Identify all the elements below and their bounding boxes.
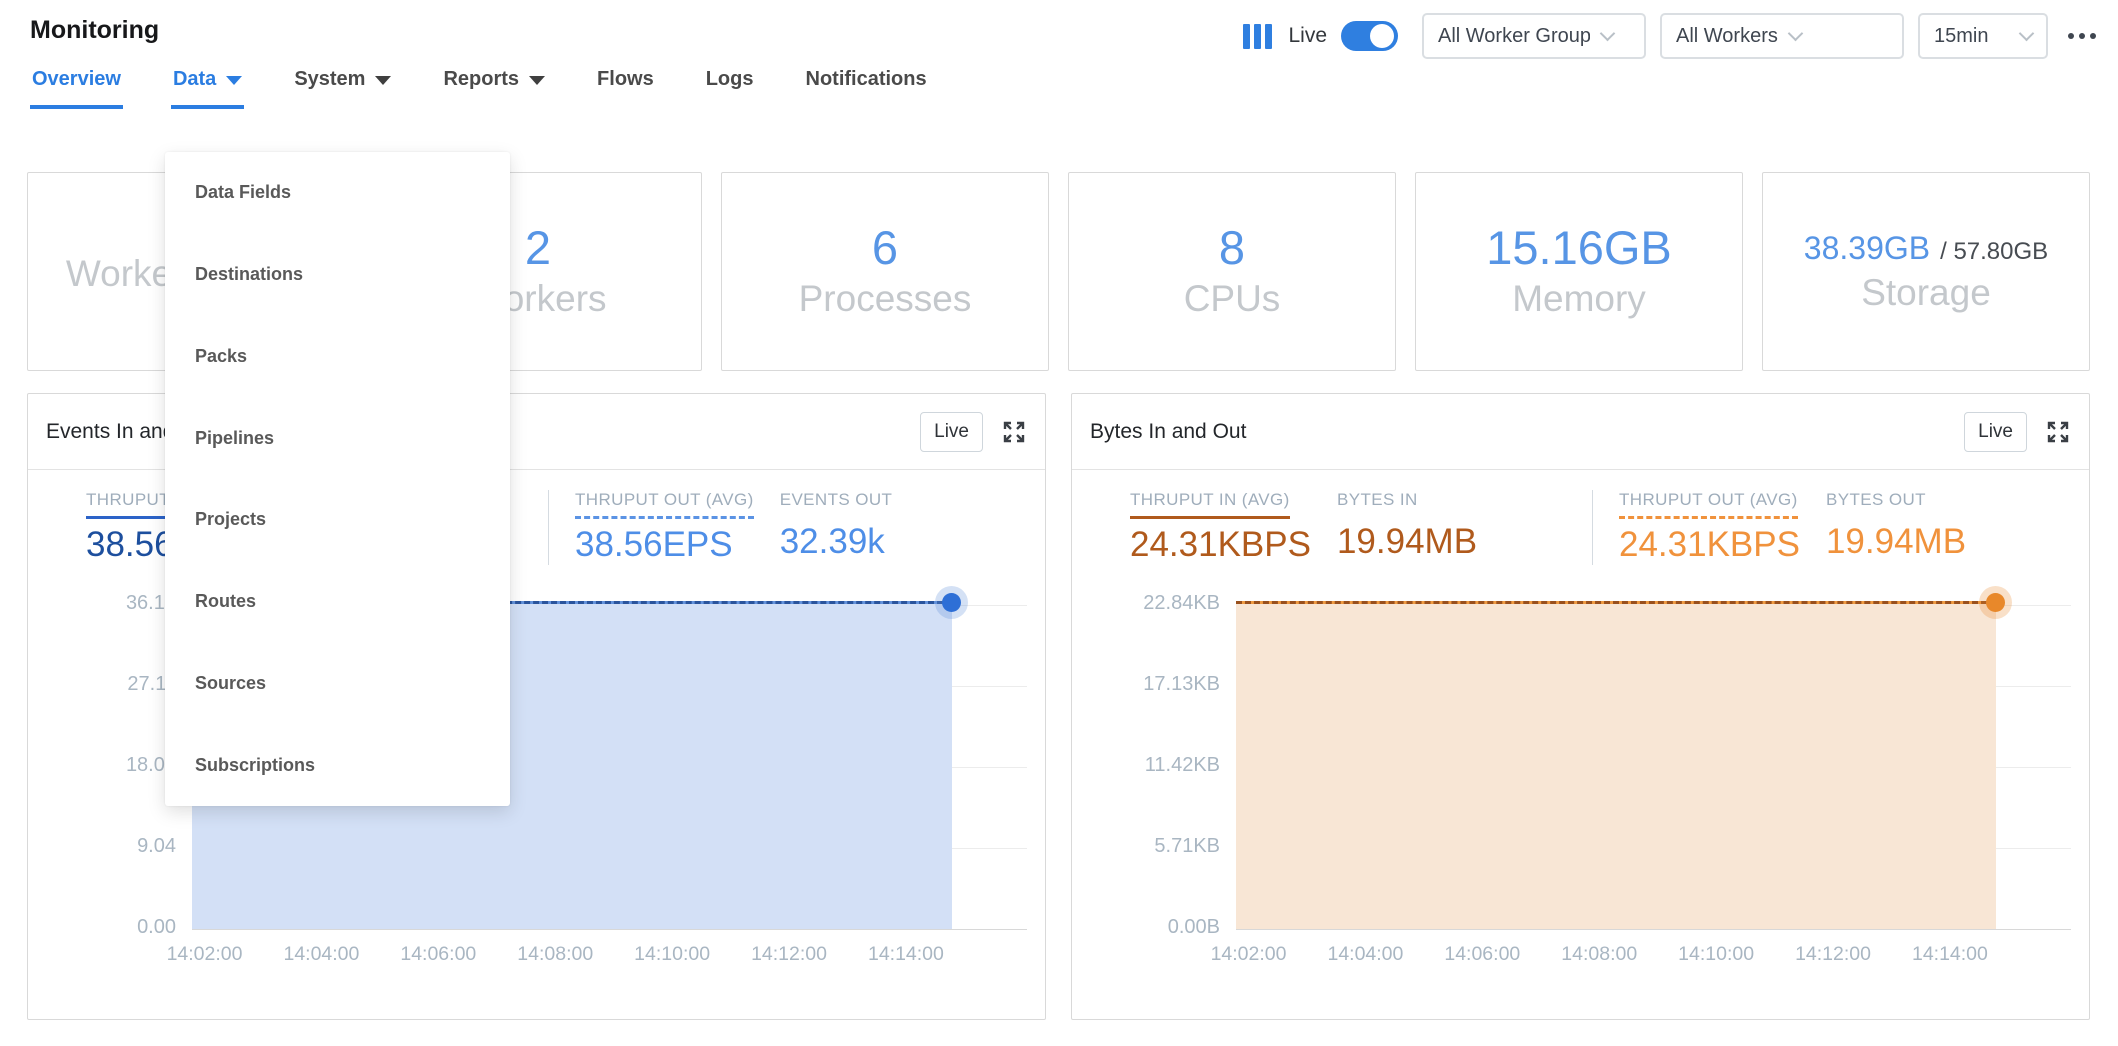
bytes-panel: Bytes In and Out Live THRUPUT IN (AVG) 2… — [1071, 393, 2090, 1020]
bytes-chart: 22.84KB 17.13KB 11.42KB 5.71KB 0.00B 14:… — [1090, 575, 2071, 965]
y-axis: 22.84KB 17.13KB 11.42KB 5.71KB 0.00B — [1143, 592, 1220, 938]
stat-bytes-in[interactable]: BYTES IN 19.94MB — [1336, 490, 1478, 561]
app-header: Monitoring Live All Worker Groups All Wo… — [0, 0, 2118, 62]
expand-icon[interactable] — [2045, 419, 2071, 445]
stats-bars-icon — [1243, 23, 1273, 49]
y-axis: 36.15 27.11 18.07 9.04 0.00 — [125, 592, 176, 938]
caret-down-icon — [375, 76, 392, 85]
chevron-down-icon — [1599, 25, 1616, 41]
stat-thruput-out[interactable]: THRUPUT OUT (AVG) 24.31KBPS — [1619, 490, 1800, 564]
bytes-panel-header: Bytes In and Out Live — [1072, 394, 2089, 470]
tab-overview[interactable]: Overview — [30, 62, 123, 109]
worker-select[interactable]: All Workers — [1660, 13, 1904, 59]
card-storage: 38.39GB / 57.80GB Storage — [1762, 172, 2090, 371]
summary-cards: Worker Groups 2 Workers 6 Processes 8 CP… — [27, 172, 2090, 371]
stat-bytes-out[interactable]: BYTES OUT 19.94MB — [1825, 490, 1967, 561]
page-title: Monitoring — [30, 16, 160, 44]
chart-panels: Events In and Out Live THRUPUT IN (AVG) … — [27, 393, 2090, 1020]
menu-item-subscriptions[interactable]: Subscriptions — [195, 754, 316, 775]
tab-notifications[interactable]: Notifications — [805, 68, 927, 90]
card-processes: 6 Processes — [721, 172, 1049, 371]
more-options-icon[interactable] — [2068, 33, 2096, 39]
card-memory: 15.16GB Memory — [1415, 172, 1743, 371]
tab-data[interactable]: Data — [170, 62, 245, 109]
tab-system[interactable]: System — [292, 62, 393, 109]
expand-icon[interactable] — [1001, 419, 1027, 445]
chevron-down-icon — [1787, 25, 1804, 41]
menu-item-routes[interactable]: Routes — [195, 591, 257, 612]
menu-item-packs[interactable]: Packs — [195, 345, 248, 366]
tab-flows[interactable]: Flows — [597, 68, 654, 90]
plot-area[interactable]: 14:02:00 14:04:00 14:06:00 14:08:00 14:1… — [1211, 593, 2071, 965]
panel-title: Bytes In and Out — [1090, 419, 1247, 443]
area-series-thruput — [1236, 593, 2005, 929]
menu-item-sources[interactable]: Sources — [195, 672, 267, 693]
menu-item-destinations[interactable]: Destinations — [195, 264, 304, 285]
stat-thruput-in[interactable]: THRUPUT IN (AVG) 24.31KBPS — [1130, 490, 1311, 564]
data-dropdown-menu: Data Fields Destinations Packs Pipelines… — [165, 152, 510, 806]
live-toggle-label: Live — [1288, 24, 1327, 47]
caret-down-icon — [529, 76, 546, 85]
tab-logs[interactable]: Logs — [705, 68, 754, 90]
menu-item-projects[interactable]: Projects — [195, 509, 267, 530]
stat-thruput-out[interactable]: THRUPUT OUT (AVG) 38.56EPS — [575, 490, 754, 564]
live-toggle[interactable] — [1341, 21, 1398, 51]
menu-item-data-fields[interactable]: Data Fields — [195, 182, 292, 203]
bytes-stats: THRUPUT IN (AVG) 24.31KBPS BYTES IN 19.9… — [1072, 470, 2089, 565]
live-button[interactable]: Live — [920, 411, 983, 452]
chevron-down-icon — [2018, 25, 2035, 41]
latest-point-marker — [1985, 593, 2005, 612]
latest-point-marker — [941, 593, 961, 612]
worker-group-select[interactable]: All Worker Groups — [1422, 13, 1646, 59]
tab-reports[interactable]: Reports — [441, 62, 547, 109]
menu-item-pipelines[interactable]: Pipelines — [195, 427, 275, 448]
time-range-select[interactable]: 15min — [1918, 13, 2048, 59]
live-button[interactable]: Live — [1964, 411, 2027, 452]
stat-events-out[interactable]: EVENTS OUT 32.39k — [779, 490, 893, 561]
caret-down-icon — [226, 76, 243, 85]
header-controls: Live All Worker Groups All Workers 15min — [1243, 12, 2096, 60]
monitoring-nav: Overview Data System Reports Flows Logs … — [30, 62, 929, 109]
toggle-knob — [1370, 24, 1394, 48]
card-cpus: 8 CPUs — [1068, 172, 1396, 371]
